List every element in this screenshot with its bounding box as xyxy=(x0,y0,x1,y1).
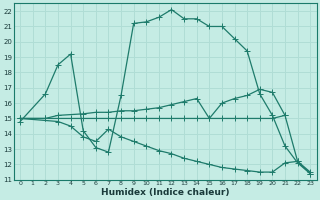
X-axis label: Humidex (Indice chaleur): Humidex (Indice chaleur) xyxy=(101,188,229,197)
